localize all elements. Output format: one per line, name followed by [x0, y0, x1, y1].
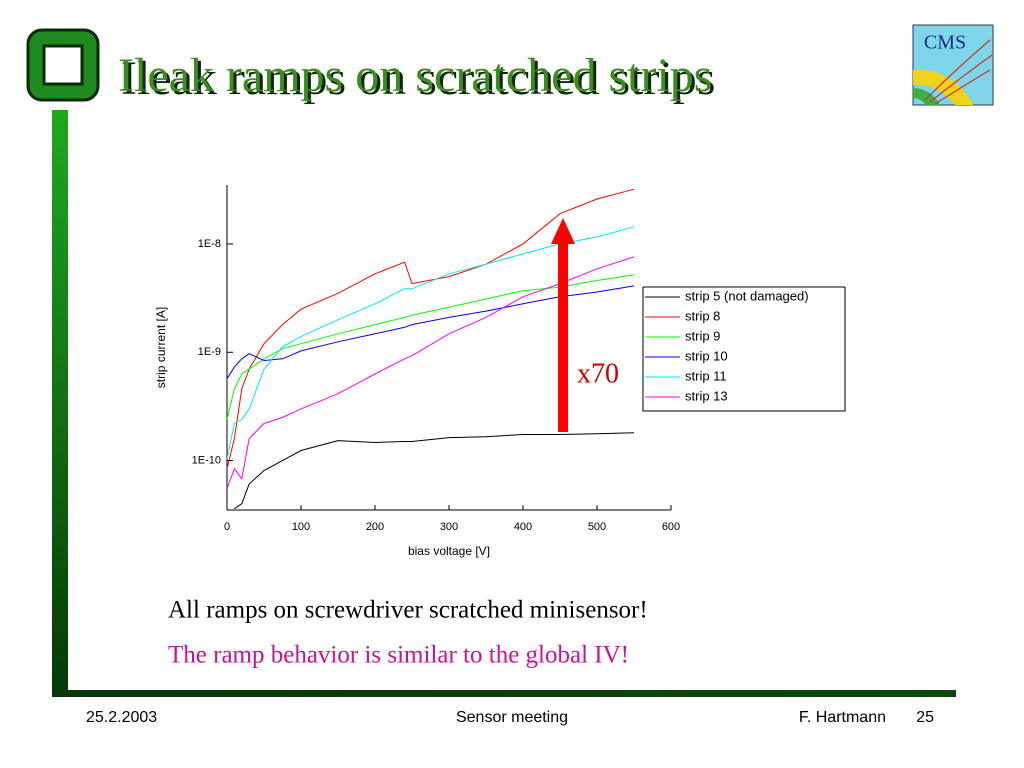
cms-logo-text: CMS [924, 32, 966, 54]
series-line [226, 274, 635, 420]
cms-logo: CMS [912, 24, 994, 106]
legend-label: strip 10 [685, 348, 728, 363]
series-line [226, 188, 635, 469]
footer-event: Sensor meeting [456, 709, 568, 726]
legend: strip 5 (not damaged) strip 8 strip 9 strip… [642, 286, 846, 412]
logo [26, 28, 100, 102]
series-line [234, 432, 635, 510]
page-number: 25 [916, 709, 934, 726]
legend-label: strip 13 [685, 388, 728, 403]
legend-label: strip 9 [685, 328, 720, 343]
x-axis-label: bias voltage [V] [408, 544, 490, 558]
footer-date: 25.2.2003 [86, 709, 157, 726]
legend-label: strip 11 [685, 368, 727, 383]
series-line [226, 285, 635, 379]
slide-title: Ileak ramps on scratched strips [118, 49, 712, 102]
x-tick-label: 200 [366, 521, 384, 533]
legend-label: strip 8 [685, 308, 720, 323]
x-tick-label: 500 [588, 521, 606, 533]
annotation: x70 [577, 358, 619, 389]
title-shadow: Ileak ramps on scratched strips [121, 52, 715, 105]
y-tick-label: 1E-9 [198, 346, 221, 358]
y-tick-label: 1E-8 [198, 238, 221, 250]
legend-label: strip 5 (not damaged) [685, 288, 809, 303]
x-tick-label: 100 [292, 521, 310, 533]
x-tick-label: 0 [224, 521, 230, 533]
body-line: All ramps on screwdriver scratched minis… [168, 597, 648, 624]
y-axis-label: strip current [A] [154, 307, 168, 388]
x-tick-label: 300 [440, 521, 458, 533]
body-line: The ramp behavior is similar to the glob… [168, 642, 629, 669]
side-bar [52, 110, 68, 697]
legend-box [642, 286, 846, 412]
y-tick-label: 1E-10 [192, 455, 221, 467]
x-tick-label: 600 [662, 521, 680, 533]
series-line [226, 256, 635, 489]
arrow [551, 218, 575, 432]
series-line [226, 226, 635, 459]
bottom-bar [52, 690, 956, 697]
footer-author: F. Hartmann [799, 709, 886, 726]
chart: 0 100 200 300 400 500 600 1E-10 1E-9 1E-8 bias vol… [154, 185, 846, 558]
x-tick-label: 400 [514, 521, 532, 533]
